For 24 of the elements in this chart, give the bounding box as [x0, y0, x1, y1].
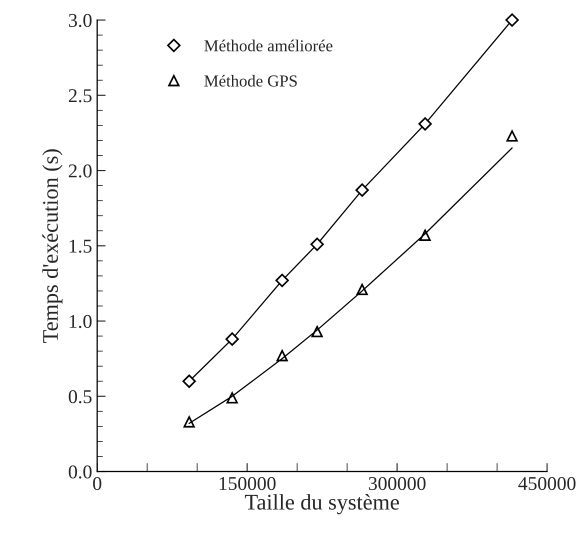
y-tick-label: 1.5 — [70, 240, 92, 253]
y-tick-label: 0.5 — [68, 390, 92, 404]
x-tick-label: 0 — [93, 476, 102, 490]
point — [418, 117, 432, 131]
legend-label: Méthode GPS — [204, 74, 297, 87]
legend-label: Méthode améliorée — [204, 40, 332, 52]
x-tick-label: 150000 — [220, 476, 276, 490]
point — [505, 13, 519, 27]
x-axis-title: Taille du système — [244, 494, 399, 514]
y-tick-label: 1.0 — [70, 314, 92, 328]
y-tick-label: 0.0 — [68, 465, 92, 479]
x-tick-label: 450000 — [518, 476, 576, 490]
y-axis-title: Temps d'exécution (s) — [42, 149, 62, 343]
point — [225, 332, 239, 346]
point — [355, 183, 369, 197]
point — [182, 374, 196, 388]
y-tick-label: 2.5 — [68, 89, 92, 102]
point — [310, 238, 324, 252]
point — [183, 416, 195, 428]
x-tick-label: 300000 — [368, 476, 426, 490]
y-tick-label: 3.0 — [68, 14, 92, 28]
point — [506, 130, 518, 142]
y-tick-label: 2.0 — [68, 164, 92, 178]
point — [275, 274, 289, 288]
